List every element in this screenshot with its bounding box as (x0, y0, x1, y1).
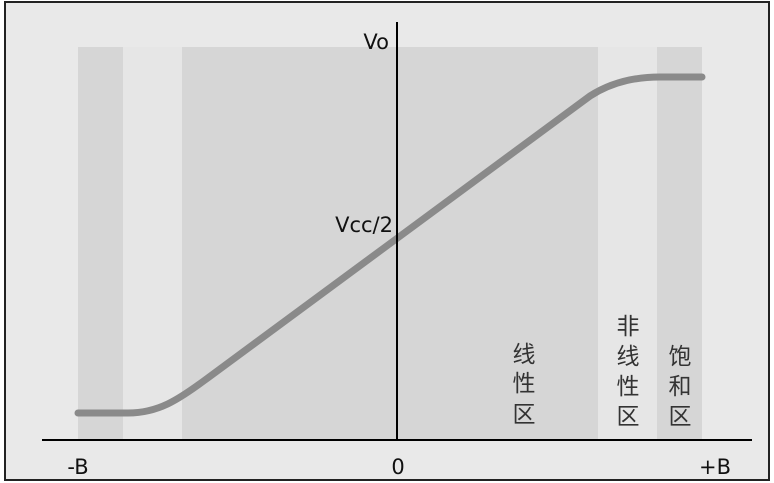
x-tick-right: +B (699, 455, 731, 479)
region-saturation-char-3: 区 (669, 404, 692, 430)
region-saturation-char-2: 和 (669, 374, 692, 400)
region-label-linear: 线 性 区 (513, 342, 536, 428)
region-nonlinear-char-2: 线 (617, 344, 640, 370)
region-nonlinear-char-4: 区 (617, 404, 640, 430)
region-label-saturation: 饱 和 区 (669, 344, 692, 430)
region-nonlinear-char-3: 性 (617, 374, 640, 400)
band-left-saturation (78, 47, 123, 440)
x-tick-left: -B (67, 455, 88, 479)
region-saturation-char-1: 饱 (669, 344, 692, 370)
region-linear-char-3: 区 (513, 402, 536, 428)
band-right-nonlinear (598, 47, 657, 440)
region-label-nonlinear: 非 线 性 区 (617, 314, 640, 430)
region-linear-char-2: 性 (513, 371, 536, 397)
x-tick-center: 0 (391, 455, 404, 479)
region-linear-char-1: 线 (513, 342, 536, 368)
mid-voltage-label: Vcc/2 (335, 213, 393, 237)
transfer-curve (74, 73, 706, 417)
band-left-nonlinear (123, 47, 182, 440)
y-axis-label: Vo (363, 30, 389, 54)
region-nonlinear-char-1: 非 (617, 314, 640, 340)
band-right-saturation (657, 47, 702, 440)
